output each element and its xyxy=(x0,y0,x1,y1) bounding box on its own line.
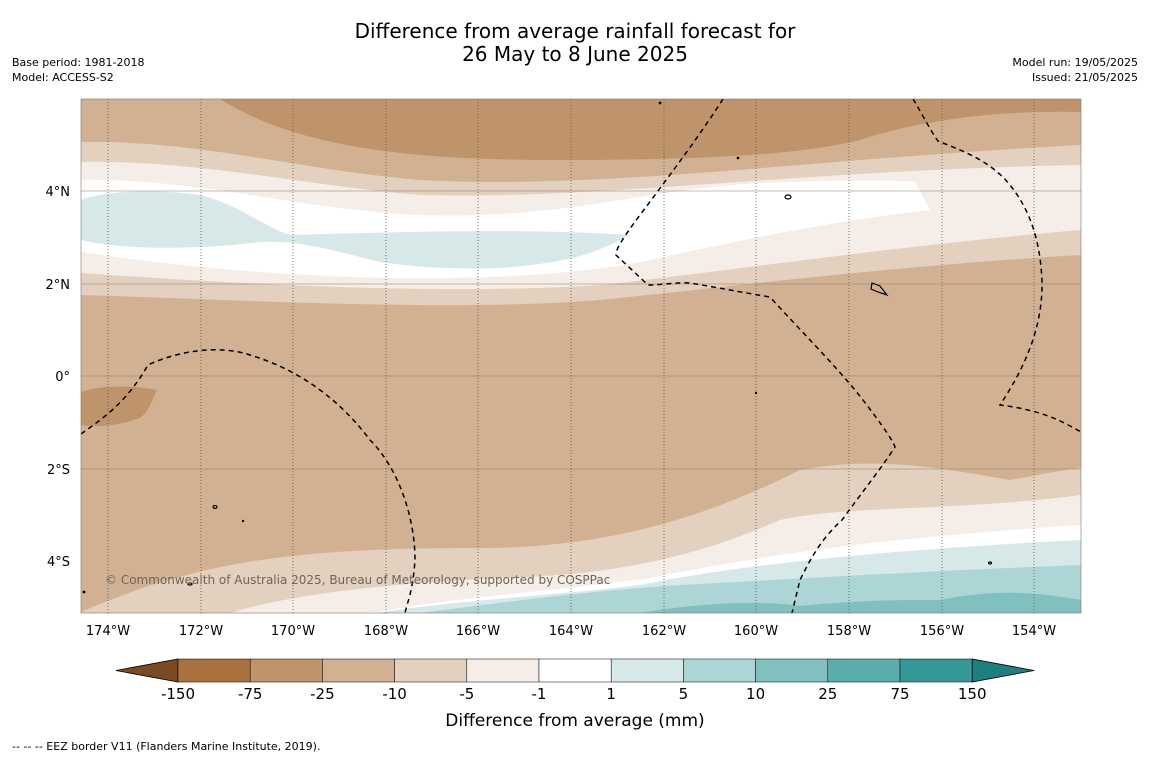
colorbar-tick-label: 25 xyxy=(818,685,837,703)
colorbar-tick-label: 150 xyxy=(958,685,987,703)
colorbar-tick-label: -1 xyxy=(532,685,547,703)
colorbar-segment xyxy=(177,658,251,683)
lon-label-158w: 158°W xyxy=(827,624,871,639)
colorbar-tick-label: -150 xyxy=(161,685,195,703)
lat-label-0: 0° xyxy=(55,370,70,385)
map-frame xyxy=(80,98,1082,614)
lon-label-160w: 160°W xyxy=(734,624,778,639)
colorbar-tick-label: 10 xyxy=(746,685,765,703)
eez-borders xyxy=(81,99,1081,613)
lat-label-2n: 2°N xyxy=(46,278,71,293)
colorbar-tick-label: -25 xyxy=(310,685,335,703)
lon-label-174w: 174°W xyxy=(86,624,130,639)
gridlines xyxy=(81,190,1081,470)
lon-label-156w: 156°W xyxy=(920,624,964,639)
lat-label-4s: 4°S xyxy=(47,555,70,570)
metadata-left: Base period: 1981-2018 Model: ACCESS-S2 xyxy=(12,55,144,85)
colorbar-title: Difference from average (mm) xyxy=(445,711,704,731)
colorbar-segment xyxy=(827,658,901,683)
latitude-axis: 4°N 2°N 0° 2°S 4°S xyxy=(46,185,71,570)
colorbar-segment xyxy=(755,658,829,683)
colorbar-segment xyxy=(322,658,395,683)
metadata-right: Model run: 19/05/2025 Issued: 21/05/2025 xyxy=(1012,55,1138,85)
colorbar-segment xyxy=(249,658,323,683)
lat-label-2s: 2°S xyxy=(47,463,70,478)
colorbar-segment xyxy=(466,658,540,683)
anomaly-band-minus75-minus25-north xyxy=(220,99,1081,160)
colorbar-tick-label: -5 xyxy=(459,685,474,703)
map-title-line-2: 26 May to 8 June 2025 xyxy=(462,42,688,66)
anomaly-patch-minus75-minus25-west xyxy=(81,386,157,427)
colorbar-extend-high xyxy=(971,658,1035,683)
anomaly-band-plus10-plus25-south xyxy=(640,592,1081,613)
lon-label-168w: 168°W xyxy=(364,624,408,639)
lon-label-170w: 170°W xyxy=(271,624,315,639)
rainfall-anomaly-field: © Commonwealth of Australia 2025, Bureau… xyxy=(81,99,1081,613)
base-period-text: Base period: 1981-2018 xyxy=(12,56,145,69)
colorbar-extend-low xyxy=(115,658,179,683)
colorbar-tick-label: -75 xyxy=(238,685,263,703)
copyright-notice: © Commonwealth of Australia 2025, Bureau… xyxy=(105,573,610,587)
lon-label-166w: 166°W xyxy=(456,624,500,639)
lat-label-4n: 4°N xyxy=(46,185,71,200)
colorbar-segment xyxy=(899,658,973,683)
issued-date-text: Issued: 21/05/2025 xyxy=(1031,71,1138,84)
colorbar-legend: -150 -75 -25 -10 -5 -1 1 5 10 25 75 150 xyxy=(115,658,1035,703)
colorbar-segment xyxy=(538,658,612,683)
colorbar-tick-label: 75 xyxy=(890,685,909,703)
lon-label-172w: 172°W xyxy=(179,624,223,639)
model-run-text: Model run: 19/05/2025 xyxy=(1012,56,1138,69)
model-name-text: Model: ACCESS-S2 xyxy=(12,71,114,84)
colorbar-segment xyxy=(394,658,468,683)
lon-label-154w: 154°W xyxy=(1012,624,1056,639)
colorbar-segment xyxy=(683,658,756,683)
colorbar-tick-label: -10 xyxy=(382,685,407,703)
anomaly-band-plus1-plus5-north xyxy=(81,191,630,269)
colorbar-segment xyxy=(610,658,684,683)
lon-label-164w: 164°W xyxy=(549,624,593,639)
colorbar-tick-label: 5 xyxy=(679,685,689,703)
longitude-axis: 174°W 172°W 170°W 168°W 166°W 164°W 162°… xyxy=(86,624,1056,639)
eez-border-footnote: -- -- -- EEZ border V11 (Flanders Marine… xyxy=(12,740,321,753)
map-title-line-1: Difference from average rainfall forecas… xyxy=(354,19,796,43)
islands xyxy=(82,101,993,594)
colorbar-tick-label: 1 xyxy=(606,685,616,703)
lon-label-162w: 162°W xyxy=(642,624,686,639)
